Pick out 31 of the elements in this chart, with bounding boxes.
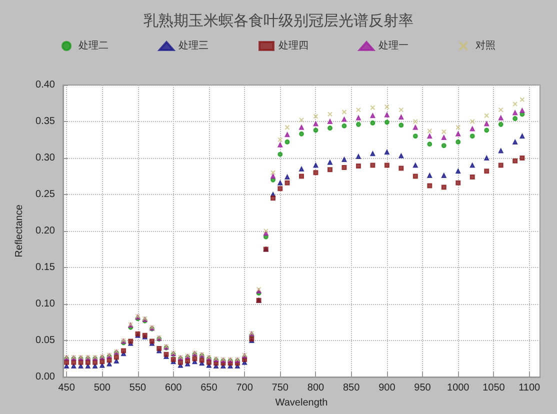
y-tick-label: 0.25	[36, 189, 56, 200]
y-axis-title: Reflectance	[14, 204, 26, 258]
y-tick-label: 0.05	[36, 335, 56, 346]
legend-label: 处理二	[78, 40, 108, 52]
x-tick-label: 1000	[447, 382, 470, 394]
x-tick-label: 550	[129, 382, 147, 394]
x-tick-label: 650	[200, 382, 218, 394]
x-tick-label: 800	[307, 382, 325, 394]
x-tick-label: 600	[165, 382, 182, 394]
y-tick-label: 0.35	[36, 116, 56, 127]
y-tick-label: 0.15	[36, 262, 56, 273]
y-tick-label: 0.30	[36, 152, 56, 164]
y-tick-label: 0.20	[36, 226, 56, 236]
x-axis-title: Wavelength	[275, 397, 328, 408]
x-tick-label: 850	[342, 382, 360, 394]
x-tick-label: 750	[272, 382, 289, 394]
y-tick-label: 0.40	[36, 80, 56, 90]
legend-label: 对照	[476, 40, 496, 52]
legend-label: 处理三	[178, 40, 208, 52]
x-tick-label: 450	[58, 382, 76, 394]
x-tick-label: 700	[236, 382, 254, 394]
x-tick-label: 500	[94, 382, 111, 394]
y-tick-label: 0.10	[36, 298, 56, 310]
x-tick-label: 900	[378, 382, 396, 394]
y-tick-label: 0.00	[36, 372, 56, 382]
x-tick-label: 1100	[518, 382, 541, 394]
x-tick-label: 1050	[482, 382, 506, 394]
chart-title: 乳熟期玉米螟各食叶级别冠层光谱反射率	[144, 12, 414, 30]
x-tick-label: 950	[414, 382, 432, 394]
legend-label: 处理一	[378, 40, 408, 52]
legend-label: 处理四	[278, 40, 308, 52]
